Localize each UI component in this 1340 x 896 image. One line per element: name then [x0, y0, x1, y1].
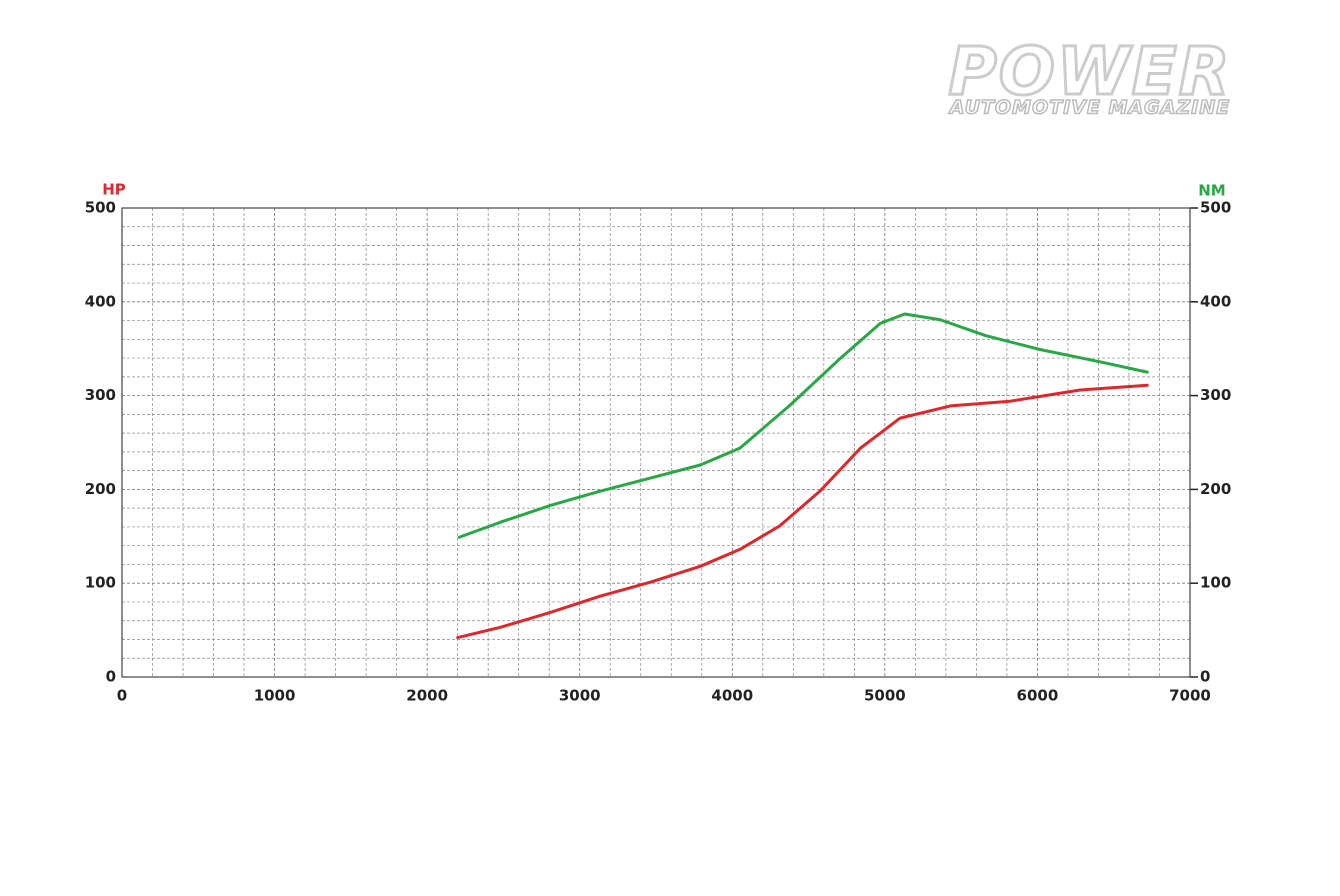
logo-title: POWER	[948, 33, 1231, 110]
line-series	[457, 312, 1149, 539]
y2-tick-label: 200	[1200, 480, 1231, 498]
y2-tick-label: 500	[1200, 199, 1231, 217]
line-series	[456, 383, 1149, 640]
y-tick-label: 0	[106, 668, 116, 686]
y2-axis-label: NM	[1198, 182, 1225, 200]
y2-tick-label: 300	[1200, 386, 1231, 404]
y-tick-label: 500	[85, 199, 116, 217]
y2-tick-label: 400	[1200, 292, 1231, 310]
x-tick-label: 7000	[1169, 687, 1211, 705]
x-tick-label: 0	[117, 687, 127, 705]
x-tick-label: 2000	[406, 687, 448, 705]
y-tick-label: 300	[85, 386, 116, 404]
x-tick-label: 1000	[254, 687, 296, 705]
plot-frame	[121, 207, 1191, 678]
y-tick-label: 100	[85, 574, 116, 592]
x-tick-label: 5000	[864, 687, 906, 705]
x-tick-label: 4000	[711, 687, 753, 705]
logo-subtitle: AUTOMOTIVE MAGAZINE	[948, 97, 1230, 119]
x-tick-label: 6000	[1017, 687, 1059, 705]
x-tick-label: 3000	[559, 687, 601, 705]
y-tick-label: 400	[85, 292, 116, 310]
y2-tick-label: 0	[1200, 668, 1210, 686]
y-tick-label: 200	[85, 480, 116, 498]
y2-tick-label: 100	[1200, 574, 1231, 592]
y-axis-label: HP	[102, 181, 126, 199]
